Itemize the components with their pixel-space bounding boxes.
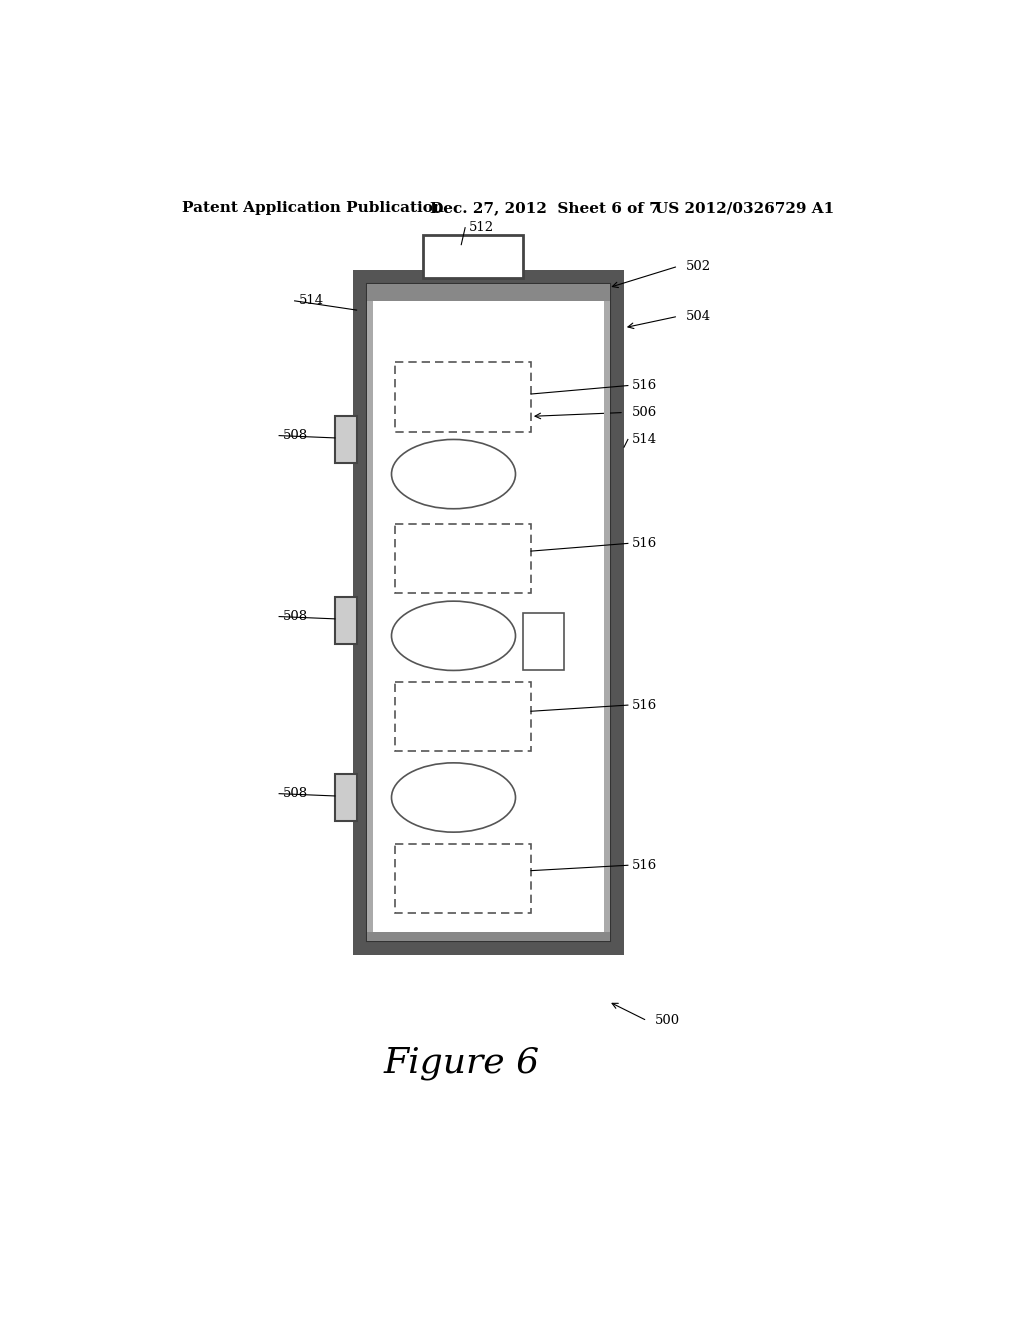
Text: 514: 514 [632,433,656,446]
Bar [367,284,610,941]
Bar [395,682,531,751]
Text: 516: 516 [632,859,657,871]
Text: Patent Application Publication: Patent Application Publication [182,202,444,215]
Text: 514: 514 [299,294,324,308]
Text: 516: 516 [632,379,657,392]
Text: 504: 504 [686,310,711,323]
Bar [367,301,373,932]
Bar [335,597,356,644]
Text: 500: 500 [655,1014,680,1027]
Text: Figure 6: Figure 6 [384,1047,540,1080]
Bar [352,271,624,956]
Text: 508: 508 [283,787,308,800]
Text: 508: 508 [283,429,308,442]
Text: 502: 502 [686,260,711,273]
Text: US 2012/0326729 A1: US 2012/0326729 A1 [655,202,835,215]
Text: 516: 516 [632,698,657,711]
Bar [395,843,531,913]
Bar [335,775,356,821]
Text: Dec. 27, 2012  Sheet 6 of 7: Dec. 27, 2012 Sheet 6 of 7 [430,202,660,215]
Bar [367,284,610,301]
Bar [395,363,531,432]
Bar [423,235,523,277]
Bar [395,524,531,594]
Bar [604,301,610,932]
Text: 516: 516 [632,537,657,550]
Text: 512: 512 [469,222,495,234]
Bar [367,932,610,941]
Bar [335,416,356,462]
Text: 506: 506 [632,407,657,418]
Text: 508: 508 [283,610,308,623]
Bar [523,612,563,671]
